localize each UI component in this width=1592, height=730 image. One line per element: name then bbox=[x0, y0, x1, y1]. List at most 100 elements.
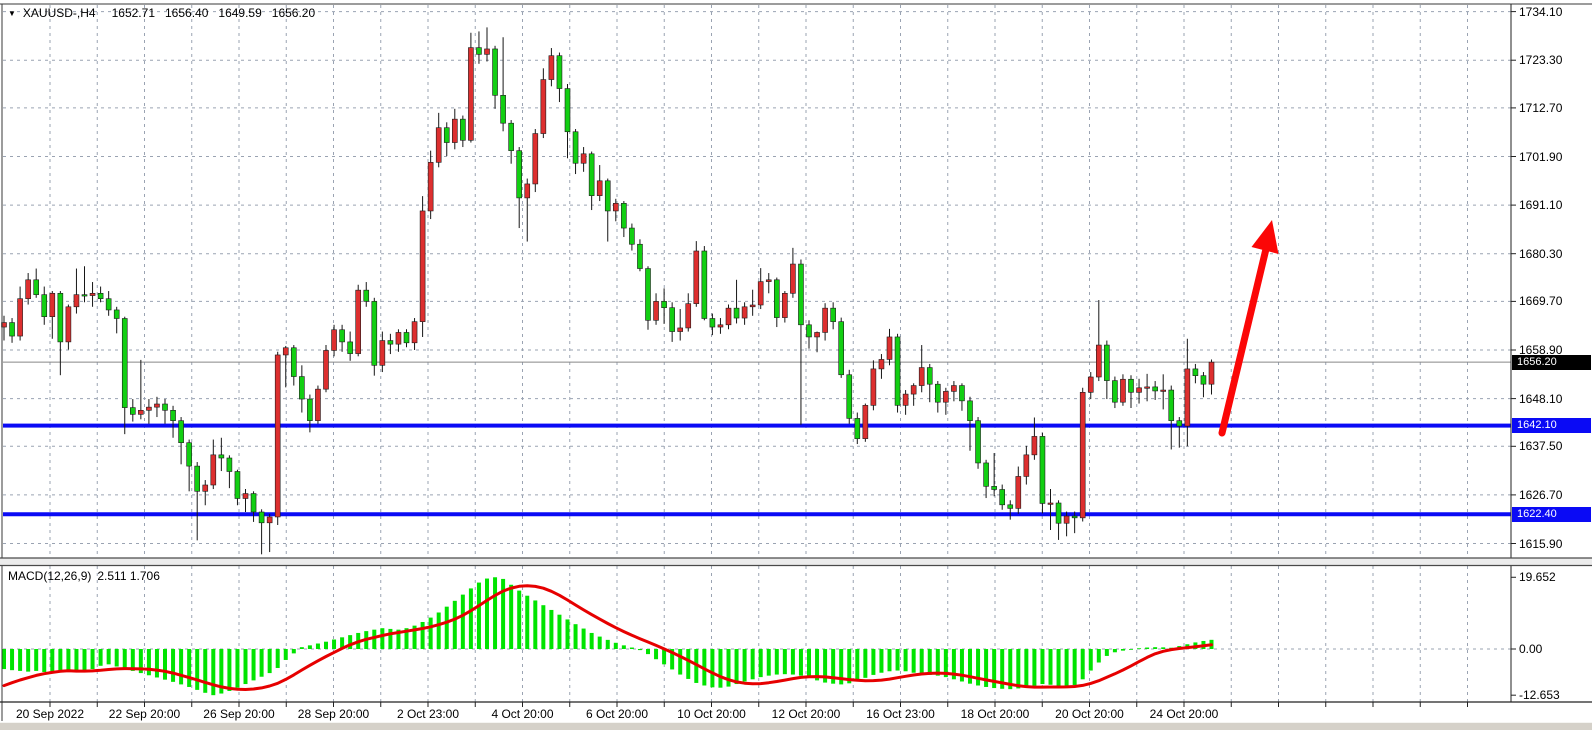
time-axis-label: 6 Oct 20:00 bbox=[585, 707, 649, 721]
candle bbox=[419, 210, 426, 322]
candle bbox=[443, 127, 450, 143]
macd-histogram-bar bbox=[581, 628, 586, 649]
macd-histogram-bar bbox=[372, 629, 377, 649]
macd-histogram-bar bbox=[267, 649, 272, 674]
macd-histogram-bar bbox=[476, 582, 481, 649]
macd-histogram-bar bbox=[195, 649, 200, 690]
macd-histogram-bar bbox=[662, 649, 667, 665]
macd-histogram-bar bbox=[171, 649, 176, 682]
candle bbox=[451, 118, 458, 143]
macd-histogram-bar bbox=[887, 649, 892, 672]
macd-histogram-bar bbox=[74, 649, 79, 672]
macd-histogram-bar bbox=[766, 649, 771, 676]
macd-histogram-bar bbox=[1032, 649, 1037, 686]
candle bbox=[218, 454, 225, 459]
macd-histogram-bar bbox=[678, 649, 683, 675]
candle bbox=[604, 180, 611, 212]
macd-histogram-bar bbox=[50, 649, 55, 672]
candle bbox=[846, 374, 853, 419]
candle bbox=[693, 250, 700, 304]
candle bbox=[234, 471, 241, 499]
candle bbox=[476, 47, 482, 55]
macd-histogram-bar bbox=[750, 649, 755, 680]
macd-histogram-bar bbox=[219, 649, 224, 694]
candle bbox=[886, 336, 893, 360]
candle bbox=[894, 336, 901, 406]
macd-histogram-bar bbox=[227, 649, 232, 691]
candle bbox=[186, 442, 192, 467]
candle bbox=[121, 318, 128, 408]
macd-histogram-bar bbox=[1112, 649, 1117, 653]
price-axis-label: 1691.10 bbox=[1519, 198, 1563, 213]
candle bbox=[1079, 391, 1086, 519]
candle bbox=[371, 301, 378, 366]
macd-histogram-bar bbox=[525, 595, 530, 649]
macd-histogram-bar bbox=[1137, 648, 1142, 650]
candle bbox=[194, 465, 200, 492]
macd-histogram-bar bbox=[348, 635, 353, 649]
candle bbox=[1015, 476, 1022, 509]
macd-histogram-bar bbox=[1096, 649, 1101, 663]
symbol-dropdown-icon[interactable]: ▼ bbox=[8, 8, 16, 18]
candle bbox=[25, 279, 31, 299]
candle bbox=[387, 340, 394, 345]
macd-histogram-bar bbox=[1040, 649, 1045, 685]
macd-histogram-bar bbox=[710, 649, 715, 688]
macd-histogram-bar bbox=[154, 649, 159, 678]
trend-arrow-shaft[interactable] bbox=[1218, 245, 1270, 437]
macd-histogram-bar bbox=[90, 649, 95, 670]
horizontal-line-lower[interactable] bbox=[3, 512, 1511, 517]
macd-histogram-bar bbox=[42, 649, 47, 672]
horizontal-line-upper[interactable] bbox=[3, 423, 1511, 428]
candle bbox=[902, 393, 909, 406]
macd-histogram-bar bbox=[984, 649, 989, 687]
current-price-tag: 1656.20 bbox=[1512, 354, 1591, 370]
macd-histogram-bar bbox=[1064, 649, 1069, 688]
candle bbox=[1144, 386, 1150, 389]
candle bbox=[685, 303, 692, 329]
macd-histogram-bar bbox=[146, 649, 151, 676]
candle bbox=[1176, 420, 1183, 427]
candle bbox=[1184, 368, 1191, 427]
macd-name: MACD(12,26,9) bbox=[8, 569, 92, 583]
macd-histogram-bar bbox=[1072, 649, 1077, 686]
price-axis-label: 1648.10 bbox=[1519, 391, 1563, 406]
macd-histogram-bar bbox=[863, 649, 868, 678]
chart-title: ▼ XAUUSD-,H4 1652.71 1656.40 1649.59 165… bbox=[8, 6, 325, 20]
candle bbox=[580, 153, 587, 164]
candle bbox=[1136, 387, 1142, 393]
macd-histogram-bar bbox=[871, 649, 876, 675]
trend-arrow-head[interactable] bbox=[1251, 220, 1279, 254]
macd-histogram-bar bbox=[2, 649, 6, 670]
candle bbox=[1168, 389, 1175, 421]
macd-histogram-bar bbox=[235, 649, 240, 688]
candle bbox=[202, 484, 209, 492]
candle bbox=[484, 48, 490, 55]
candle bbox=[290, 347, 297, 377]
time-axis-label: 20 Oct 20:00 bbox=[1055, 707, 1124, 721]
candle bbox=[1128, 378, 1134, 393]
price-axis-label: 1626.70 bbox=[1519, 487, 1563, 502]
macd-histogram-bar bbox=[122, 649, 127, 669]
candle bbox=[435, 127, 442, 163]
candle bbox=[540, 79, 547, 134]
candle bbox=[492, 48, 498, 96]
macd-histogram-bar bbox=[943, 649, 948, 678]
candle bbox=[1208, 361, 1215, 385]
candle bbox=[1007, 504, 1014, 509]
macd-axis-label: 0.00 bbox=[1519, 642, 1543, 656]
macd-histogram-bar bbox=[1048, 649, 1053, 685]
pane-splitter[interactable] bbox=[0, 558, 1592, 566]
macd-histogram-bar bbox=[935, 649, 940, 676]
macd-histogram-bar bbox=[251, 649, 256, 681]
macd-histogram-bar bbox=[1056, 649, 1061, 687]
candle bbox=[814, 332, 820, 338]
macd-histogram-bar bbox=[976, 649, 981, 686]
ohlc-close: 1656.20 bbox=[271, 6, 316, 20]
macd-histogram-bar bbox=[565, 619, 570, 649]
macd-histogram-bar bbox=[839, 649, 844, 685]
macd-histogram-bar bbox=[315, 643, 320, 649]
macd-histogram-bar bbox=[299, 647, 304, 649]
candle bbox=[146, 406, 152, 411]
